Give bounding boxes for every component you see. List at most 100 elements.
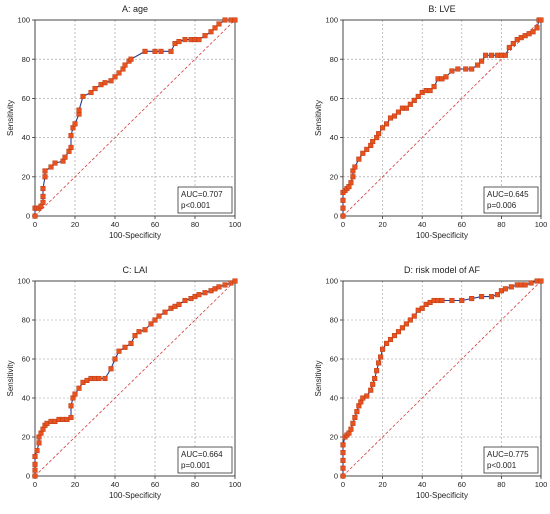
roc-point: [116, 348, 122, 354]
roc-point: [431, 84, 437, 90]
y-tick-label: 40: [330, 394, 338, 403]
roc-point: [411, 97, 417, 103]
roc-point: [108, 78, 114, 84]
roc-point: [340, 473, 346, 479]
y-tick-label: 20: [22, 433, 30, 442]
roc-point: [528, 280, 534, 286]
roc-point: [168, 48, 174, 54]
x-tick-label: 80: [497, 480, 505, 489]
y-tick-label: 100: [17, 16, 30, 25]
roc-point: [463, 66, 469, 72]
x-tick-label: 20: [71, 220, 79, 229]
y-tick-label: 60: [22, 355, 30, 364]
y-tick-label: 20: [330, 172, 338, 181]
roc-point: [128, 56, 134, 62]
roc-point: [48, 164, 54, 170]
roc-point: [494, 292, 500, 298]
y-tick-label: 60: [22, 94, 30, 103]
roc-point: [407, 101, 413, 107]
auc-box: [177, 446, 233, 474]
roc-point: [36, 440, 42, 446]
roc-point: [142, 327, 148, 333]
roc-point: [403, 321, 409, 327]
roc-point: [415, 93, 421, 99]
y-axis-label: Sensitivity: [6, 360, 15, 396]
auc-value: AUC=0.645: [487, 190, 529, 199]
x-tick-label: 80: [191, 220, 199, 229]
roc-point: [356, 156, 362, 162]
y-tick-label: 60: [330, 94, 338, 103]
roc-point: [232, 278, 238, 284]
roc-point: [502, 286, 508, 292]
reference-diagonal: [342, 280, 542, 477]
roc-point: [374, 368, 380, 374]
roc-point: [534, 25, 540, 31]
x-tick-label: 20: [71, 480, 79, 489]
roc-point: [216, 21, 222, 27]
roc-point: [350, 420, 356, 426]
y-axis-label: Sensitivity: [6, 100, 15, 136]
x-tick-label: 0: [341, 220, 345, 229]
y-tick-label: 80: [22, 316, 30, 325]
roc-point: [156, 313, 162, 319]
roc-point: [132, 333, 138, 339]
roc-point: [32, 473, 38, 479]
y-tick-label: 60: [330, 355, 338, 364]
plot-frame: [342, 19, 542, 217]
roc-point: [391, 113, 398, 119]
roc-point: [88, 89, 94, 96]
roc-point: [152, 317, 158, 323]
y-tick-label: 0: [26, 212, 30, 221]
auc-box: [483, 446, 539, 474]
panel-title: B: LVE: [428, 4, 455, 14]
roc-point: [148, 321, 154, 327]
y-tick-label: 0: [334, 472, 338, 481]
roc-point: [380, 125, 386, 131]
roc-point: [116, 70, 122, 76]
roc-point: [42, 168, 48, 174]
roc-point: [370, 381, 376, 387]
x-tick-label: 100: [535, 220, 548, 229]
roc-point: [76, 385, 82, 391]
roc-point: [395, 109, 401, 115]
roc-point: [506, 44, 512, 50]
roc-point: [411, 313, 417, 319]
roc-point: [508, 284, 514, 290]
x-tick-label: 60: [458, 220, 466, 229]
roc-point: [216, 284, 222, 290]
roc-point: [403, 105, 409, 111]
roc-point: [152, 48, 158, 54]
roc-point: [340, 442, 346, 448]
roc-point: [96, 375, 102, 382]
y-tick-label: 0: [26, 472, 30, 481]
roc-panel-0: A: age 0 20 40 60 80 100 0 20 40 60 80 100 100-Specif…: [6, 4, 241, 240]
x-tick-label: 40: [418, 480, 426, 489]
roc-point: [384, 340, 390, 346]
roc-point: [40, 186, 46, 192]
roc-point: [196, 37, 202, 43]
roc-point: [34, 448, 40, 454]
roc-point: [80, 93, 86, 99]
roc-point: [202, 290, 208, 296]
roc-point: [122, 344, 128, 350]
x-tick-label: 80: [497, 220, 505, 229]
roc-point: [136, 329, 142, 335]
roc-point: [42, 174, 48, 180]
roc-point: [92, 86, 98, 92]
roc-point: [479, 58, 485, 64]
roc-point: [538, 17, 544, 23]
roc-point: [128, 340, 134, 346]
p-value: p<0.001: [487, 461, 517, 470]
roc-point: [488, 52, 495, 58]
roc-point: [469, 296, 475, 302]
roc-point: [391, 333, 398, 339]
roc-point: [68, 414, 74, 421]
auc-box: [177, 186, 233, 214]
roc-point: [360, 150, 366, 156]
roc-point: [40, 193, 46, 199]
roc-point: [350, 174, 356, 180]
x-tick-label: 40: [418, 220, 426, 229]
x-tick-label: 40: [111, 220, 119, 229]
y-tick-label: 40: [22, 133, 30, 142]
roc-point: [399, 325, 405, 331]
